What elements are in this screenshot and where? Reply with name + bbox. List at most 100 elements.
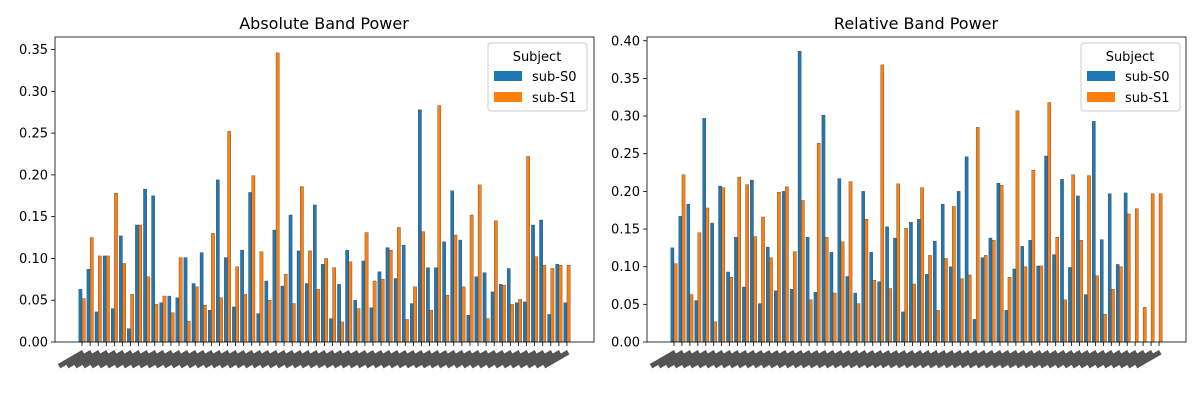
bar-sub-s1 <box>566 264 571 343</box>
x-tick-label <box>494 349 521 369</box>
bar-sub-s0 <box>442 241 446 343</box>
bar-sub-s1 <box>944 258 948 343</box>
x-tick-label <box>912 350 939 369</box>
bar-sub-s1 <box>753 236 757 343</box>
bar-sub-s1 <box>397 227 401 343</box>
relative-band-power-panel: Relative Band Power 0.00 0.05 0.10 0.15 0.20… <box>611 14 1187 369</box>
y-tick-label: 0.30 <box>19 85 48 100</box>
bar-sub-s0 <box>119 235 123 343</box>
bar-sub-s0 <box>304 283 309 343</box>
bar-sub-s1 <box>936 310 940 343</box>
bar-sub-s0 <box>94 311 99 343</box>
bar-sub-s1 <box>1103 313 1107 343</box>
bar-sub-s0 <box>78 289 83 343</box>
bar-sub-s1 <box>697 232 702 343</box>
chart-title: Absolute Band Power <box>239 14 409 33</box>
x-tick-label <box>776 350 804 369</box>
legend-label-sub-s1: sub-S1 <box>532 91 576 106</box>
x-tick-label <box>114 350 142 369</box>
bar-sub-s1 <box>130 294 134 343</box>
bar-sub-s0 <box>766 246 770 343</box>
bar-sub-s1 <box>413 286 417 343</box>
bar-sub-s0 <box>742 286 746 343</box>
bar-sub-s0 <box>996 182 1001 343</box>
x-tick-label <box>896 350 923 369</box>
bar-sub-s0 <box>474 276 479 343</box>
x-tick-label <box>840 350 868 369</box>
x-tick-label <box>292 350 319 369</box>
x-tick-label <box>848 350 876 369</box>
bar-sub-s1 <box>219 297 223 343</box>
bar-sub-s1 <box>146 276 151 343</box>
bar-sub-s0 <box>1004 310 1009 343</box>
bar-sub-s0 <box>781 191 786 343</box>
x-tick-label <box>106 350 134 369</box>
bar-sub-s1 <box>186 320 191 343</box>
bar-sub-s0 <box>345 249 349 343</box>
bar-sub-s1 <box>526 156 530 343</box>
bar-sub-s1 <box>713 321 718 343</box>
bar-sub-s1 <box>380 279 385 343</box>
bar-sub-s0 <box>686 204 691 343</box>
bar-sub-s1 <box>388 249 393 343</box>
bar-sub-s0 <box>901 311 905 343</box>
bar-sub-s1 <box>1158 193 1163 343</box>
bar-sub-s1 <box>251 175 256 343</box>
bar-sub-s0 <box>909 222 913 343</box>
bar-sub-s0 <box>678 216 683 343</box>
x-tick-label <box>705 350 733 369</box>
bar-sub-s0 <box>248 192 252 343</box>
bar-sub-s0 <box>272 229 277 343</box>
bar-sub-s1 <box>1127 213 1131 343</box>
bar-sub-s1 <box>300 186 304 343</box>
x-tick-label <box>673 350 701 369</box>
bar-sub-s0 <box>288 214 293 343</box>
bar-sub-s1 <box>259 251 264 343</box>
x-tick-label <box>1023 349 1051 369</box>
bar-sub-s1 <box>1150 193 1155 343</box>
bar-sub-s1 <box>801 200 805 343</box>
bar-sub-s0 <box>813 292 818 343</box>
bar-sub-s1 <box>550 268 555 343</box>
bar-sub-s0 <box>385 247 390 343</box>
x-tick-label <box>721 350 749 369</box>
bar-sub-s0 <box>948 266 953 343</box>
bar-sub-s0 <box>885 226 889 343</box>
bar-sub-s1 <box>89 237 94 343</box>
bar-sub-s1 <box>356 308 361 343</box>
bar-sub-s1 <box>453 234 458 343</box>
bar-sub-s1 <box>542 264 547 343</box>
y-tick-label: 0.05 <box>19 294 48 309</box>
legend-title: Subject <box>1106 50 1155 65</box>
x-tick-label <box>999 350 1027 369</box>
bar-sub-s0 <box>555 264 560 343</box>
x-tick-label <box>73 350 101 369</box>
x-tick-label <box>1047 349 1075 369</box>
x-tick-label <box>90 350 117 369</box>
bar-sub-s0 <box>980 257 985 343</box>
bar-sub-s0 <box>805 237 810 343</box>
bar-sub-s1 <box>211 233 215 343</box>
legend: Subject sub-S0 sub-S1 <box>1080 42 1181 112</box>
bar-sub-s1 <box>896 183 900 343</box>
bar-sub-s1 <box>864 219 869 343</box>
bar-sub-s1 <box>81 298 86 343</box>
legend-label-sub-s0: sub-S0 <box>532 70 576 85</box>
bar-sub-s1 <box>235 266 240 343</box>
x-tick-label <box>697 350 725 369</box>
bar-sub-s1 <box>1142 307 1147 343</box>
x-tick-label <box>534 350 562 369</box>
bar-sub-s0 <box>1020 246 1025 343</box>
bar-sub-s1 <box>721 187 726 343</box>
bar-sub-s1 <box>558 264 563 343</box>
bar-sub-s0 <box>702 118 706 343</box>
x-tick-label <box>235 350 263 369</box>
bar-sub-s0 <box>369 307 374 343</box>
x-tick-label <box>154 350 182 369</box>
bar-sub-s0 <box>837 178 842 343</box>
bar-sub-s0 <box>191 283 196 343</box>
bar-sub-s1 <box>275 52 280 343</box>
x-tick-label <box>1079 349 1106 369</box>
x-tick-label <box>800 350 828 369</box>
x-tick-label <box>769 350 796 369</box>
